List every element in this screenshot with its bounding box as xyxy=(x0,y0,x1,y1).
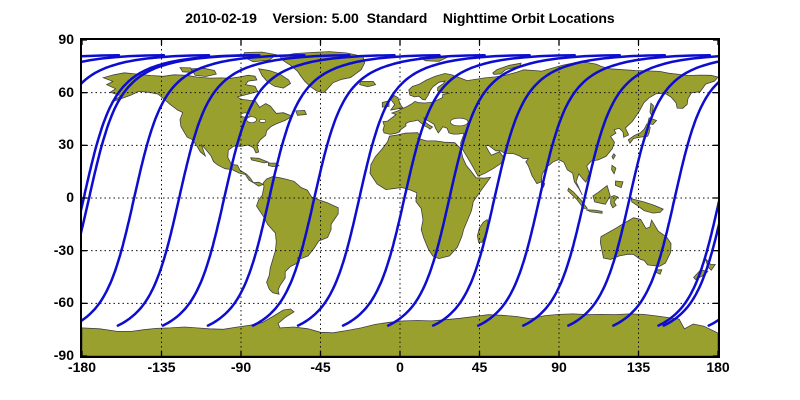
orbit-track xyxy=(707,318,718,327)
x-tick-label: -90 xyxy=(230,359,252,375)
land-taiwan xyxy=(611,153,616,160)
orbit-track xyxy=(82,54,121,58)
land-africa xyxy=(369,132,492,260)
orbit-track xyxy=(657,200,718,327)
orbit-track xyxy=(662,223,718,327)
orbit-track xyxy=(567,60,718,327)
x-tick-label: 45 xyxy=(471,359,488,375)
orbit-track xyxy=(386,54,621,327)
orbit-track xyxy=(82,54,306,322)
x-tick-label: -180 xyxy=(67,359,97,375)
land-sulawesi xyxy=(610,195,619,209)
orbit-track xyxy=(431,54,667,327)
orbit-track xyxy=(82,54,261,234)
black-sea xyxy=(450,117,469,127)
land-iceland xyxy=(359,81,377,88)
y-tick-label: 0 xyxy=(66,189,74,205)
land-new-guinea xyxy=(630,198,664,214)
y-tick-label: 90 xyxy=(58,31,74,47)
y-tick-label: -90 xyxy=(53,347,74,363)
x-tick-label: 135 xyxy=(626,359,651,375)
land-luzon xyxy=(611,164,617,175)
x-tick-label: -45 xyxy=(310,359,331,375)
plot-title: 2010-02-19 Version: 5.00 Standard Nightt… xyxy=(185,10,615,26)
plot-frame xyxy=(80,38,720,358)
land-baffin-island xyxy=(257,68,292,89)
land-borneo xyxy=(592,184,611,205)
land-australia xyxy=(599,217,672,267)
land-south-america xyxy=(256,176,339,295)
y-tick-label: 30 xyxy=(58,136,74,153)
orbit-track xyxy=(82,54,256,212)
lake-huron-michigan xyxy=(246,116,257,124)
orbit-track xyxy=(251,54,486,327)
land-mindanao xyxy=(614,180,624,189)
y-tick-label: 60 xyxy=(58,83,74,100)
x-tick-label: 0 xyxy=(396,359,404,375)
land-eurasia xyxy=(382,61,718,196)
orbit-track xyxy=(206,54,441,327)
land-newfoundland xyxy=(295,109,307,116)
land-great-britain xyxy=(389,94,404,111)
orbit-track xyxy=(161,54,396,327)
orbit-track xyxy=(341,54,576,327)
x-tick-label: 90 xyxy=(551,359,567,375)
y-tick-label: -30 xyxy=(53,241,74,258)
orbit-track xyxy=(476,54,712,327)
orbit-track xyxy=(612,81,718,327)
land-cuba xyxy=(250,157,270,164)
world-map-canvas xyxy=(82,40,718,356)
orbit-track xyxy=(521,55,718,327)
y-tick-label: -60 xyxy=(53,294,74,311)
land-honshu xyxy=(627,123,651,144)
lake-ontario-erie xyxy=(259,118,267,123)
land-java xyxy=(585,209,603,214)
orbit-track xyxy=(116,54,351,327)
orbit-track xyxy=(296,54,531,327)
x-tick-label: 180 xyxy=(706,359,730,375)
x-tick-label: -135 xyxy=(147,359,176,375)
